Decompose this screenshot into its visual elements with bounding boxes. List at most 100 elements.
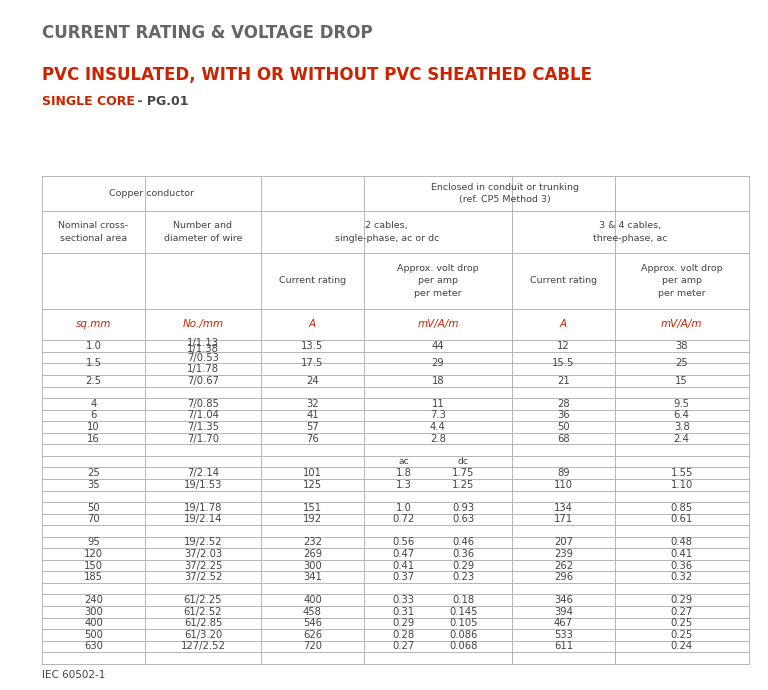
Text: 70: 70 (87, 514, 100, 524)
Text: 7/0.85: 7/0.85 (187, 399, 219, 409)
Text: 134: 134 (554, 503, 573, 513)
Text: 127/2.52: 127/2.52 (180, 642, 226, 651)
Text: 24: 24 (306, 376, 319, 386)
Text: No./mm: No./mm (183, 319, 223, 330)
Text: 0.105: 0.105 (449, 618, 478, 629)
Text: 11: 11 (432, 399, 445, 409)
Text: 0.086: 0.086 (449, 630, 478, 640)
Text: 3.8: 3.8 (674, 422, 690, 432)
Text: 2.5: 2.5 (85, 376, 101, 386)
Text: 35: 35 (87, 480, 100, 490)
Text: sq.mm: sq.mm (76, 319, 111, 330)
Text: 0.85: 0.85 (670, 503, 693, 513)
Text: 150: 150 (84, 560, 103, 571)
Text: A: A (560, 319, 567, 330)
Text: 0.145: 0.145 (449, 607, 478, 617)
Text: PVC INSULATED, WITH OR WITHOUT PVC SHEATHED CABLE: PVC INSULATED, WITH OR WITHOUT PVC SHEAT… (42, 66, 592, 83)
Text: 1.8: 1.8 (396, 469, 412, 478)
Text: 15: 15 (675, 376, 688, 386)
Text: 458: 458 (303, 607, 322, 617)
Text: 394: 394 (554, 607, 573, 617)
Text: 500: 500 (84, 630, 103, 640)
Text: 0.29: 0.29 (392, 618, 415, 629)
Text: 25: 25 (87, 469, 100, 478)
Text: 50: 50 (87, 503, 100, 513)
Text: 37/2.52: 37/2.52 (184, 572, 222, 582)
Text: 0.25: 0.25 (670, 630, 693, 640)
Text: Copper conductor: Copper conductor (109, 189, 194, 198)
Text: 0.36: 0.36 (670, 560, 693, 571)
Text: 32: 32 (306, 399, 319, 409)
Text: 7/0.67: 7/0.67 (187, 376, 219, 386)
Text: Current rating: Current rating (279, 276, 346, 285)
Text: 207: 207 (554, 538, 573, 547)
Text: 0.068: 0.068 (449, 642, 478, 651)
Text: 0.29: 0.29 (670, 595, 693, 605)
Text: 19/2.14: 19/2.14 (184, 514, 222, 524)
Text: mV/A/m: mV/A/m (417, 319, 458, 330)
Text: 25: 25 (675, 358, 688, 368)
Text: 19/1.78: 19/1.78 (184, 503, 222, 513)
Text: 269: 269 (303, 549, 322, 559)
Text: 0.18: 0.18 (452, 595, 474, 605)
Text: 341: 341 (303, 572, 322, 582)
Text: 13.5: 13.5 (301, 341, 323, 351)
Text: dc: dc (458, 457, 468, 466)
Text: 0.61: 0.61 (670, 514, 693, 524)
Text: Number and
diameter of wire: Number and diameter of wire (164, 221, 242, 243)
Text: 0.48: 0.48 (670, 538, 693, 547)
Text: 61/2.52: 61/2.52 (184, 607, 222, 617)
Text: 151: 151 (303, 503, 322, 513)
Text: 120: 120 (84, 549, 103, 559)
Text: 1/1.13: 1/1.13 (187, 338, 219, 348)
Text: 0.25: 0.25 (670, 618, 693, 629)
Text: 7/1.04: 7/1.04 (187, 411, 219, 420)
Text: 0.72: 0.72 (392, 514, 415, 524)
Text: 0.56: 0.56 (392, 538, 415, 547)
Text: 2.8: 2.8 (430, 433, 446, 444)
Text: 41: 41 (306, 411, 319, 420)
Text: 0.31: 0.31 (392, 607, 415, 617)
Text: 720: 720 (303, 642, 322, 651)
Text: 17.5: 17.5 (301, 358, 323, 368)
Text: Approx. volt drop
per amp
per meter: Approx. volt drop per amp per meter (641, 264, 723, 297)
Text: 44: 44 (432, 341, 444, 351)
Text: 346: 346 (554, 595, 573, 605)
Text: 0.46: 0.46 (452, 538, 474, 547)
Text: 0.29: 0.29 (452, 560, 475, 571)
Text: 37/2.25: 37/2.25 (184, 560, 222, 571)
Text: 12: 12 (557, 341, 570, 351)
Text: 76: 76 (306, 433, 319, 444)
Text: 262: 262 (554, 560, 573, 571)
Text: 467: 467 (554, 618, 573, 629)
Text: 0.33: 0.33 (392, 595, 415, 605)
Text: 29: 29 (432, 358, 445, 368)
Text: 300: 300 (303, 560, 322, 571)
Text: 192: 192 (303, 514, 322, 524)
Text: 239: 239 (554, 549, 573, 559)
Text: 0.28: 0.28 (392, 630, 415, 640)
Text: 0.24: 0.24 (670, 642, 693, 651)
Text: 2 cables,
single-phase, ac or dc: 2 cables, single-phase, ac or dc (335, 221, 439, 243)
Text: 0.41: 0.41 (392, 560, 415, 571)
Text: 1.0: 1.0 (396, 503, 412, 513)
Text: 296: 296 (554, 572, 573, 582)
Text: 1/1.38: 1/1.38 (187, 344, 219, 354)
Text: 1/1.78: 1/1.78 (187, 364, 219, 374)
Text: 1.55: 1.55 (670, 469, 693, 478)
Text: 16: 16 (87, 433, 100, 444)
Text: 3 & 4 cables,
three-phase, ac: 3 & 4 cables, three-phase, ac (593, 221, 667, 243)
Text: 0.63: 0.63 (452, 514, 474, 524)
Text: 0.37: 0.37 (392, 572, 415, 582)
Text: 28: 28 (557, 399, 570, 409)
Text: 61/2.25: 61/2.25 (184, 595, 222, 605)
Text: 0.27: 0.27 (392, 642, 415, 651)
Text: - PG.01: - PG.01 (133, 95, 188, 108)
Text: 611: 611 (554, 642, 573, 651)
Text: 89: 89 (557, 469, 570, 478)
Text: mV/A/m: mV/A/m (661, 319, 703, 330)
Text: 50: 50 (557, 422, 570, 432)
Text: 36: 36 (557, 411, 570, 420)
Text: 6.4: 6.4 (674, 411, 690, 420)
Text: 0.93: 0.93 (452, 503, 474, 513)
